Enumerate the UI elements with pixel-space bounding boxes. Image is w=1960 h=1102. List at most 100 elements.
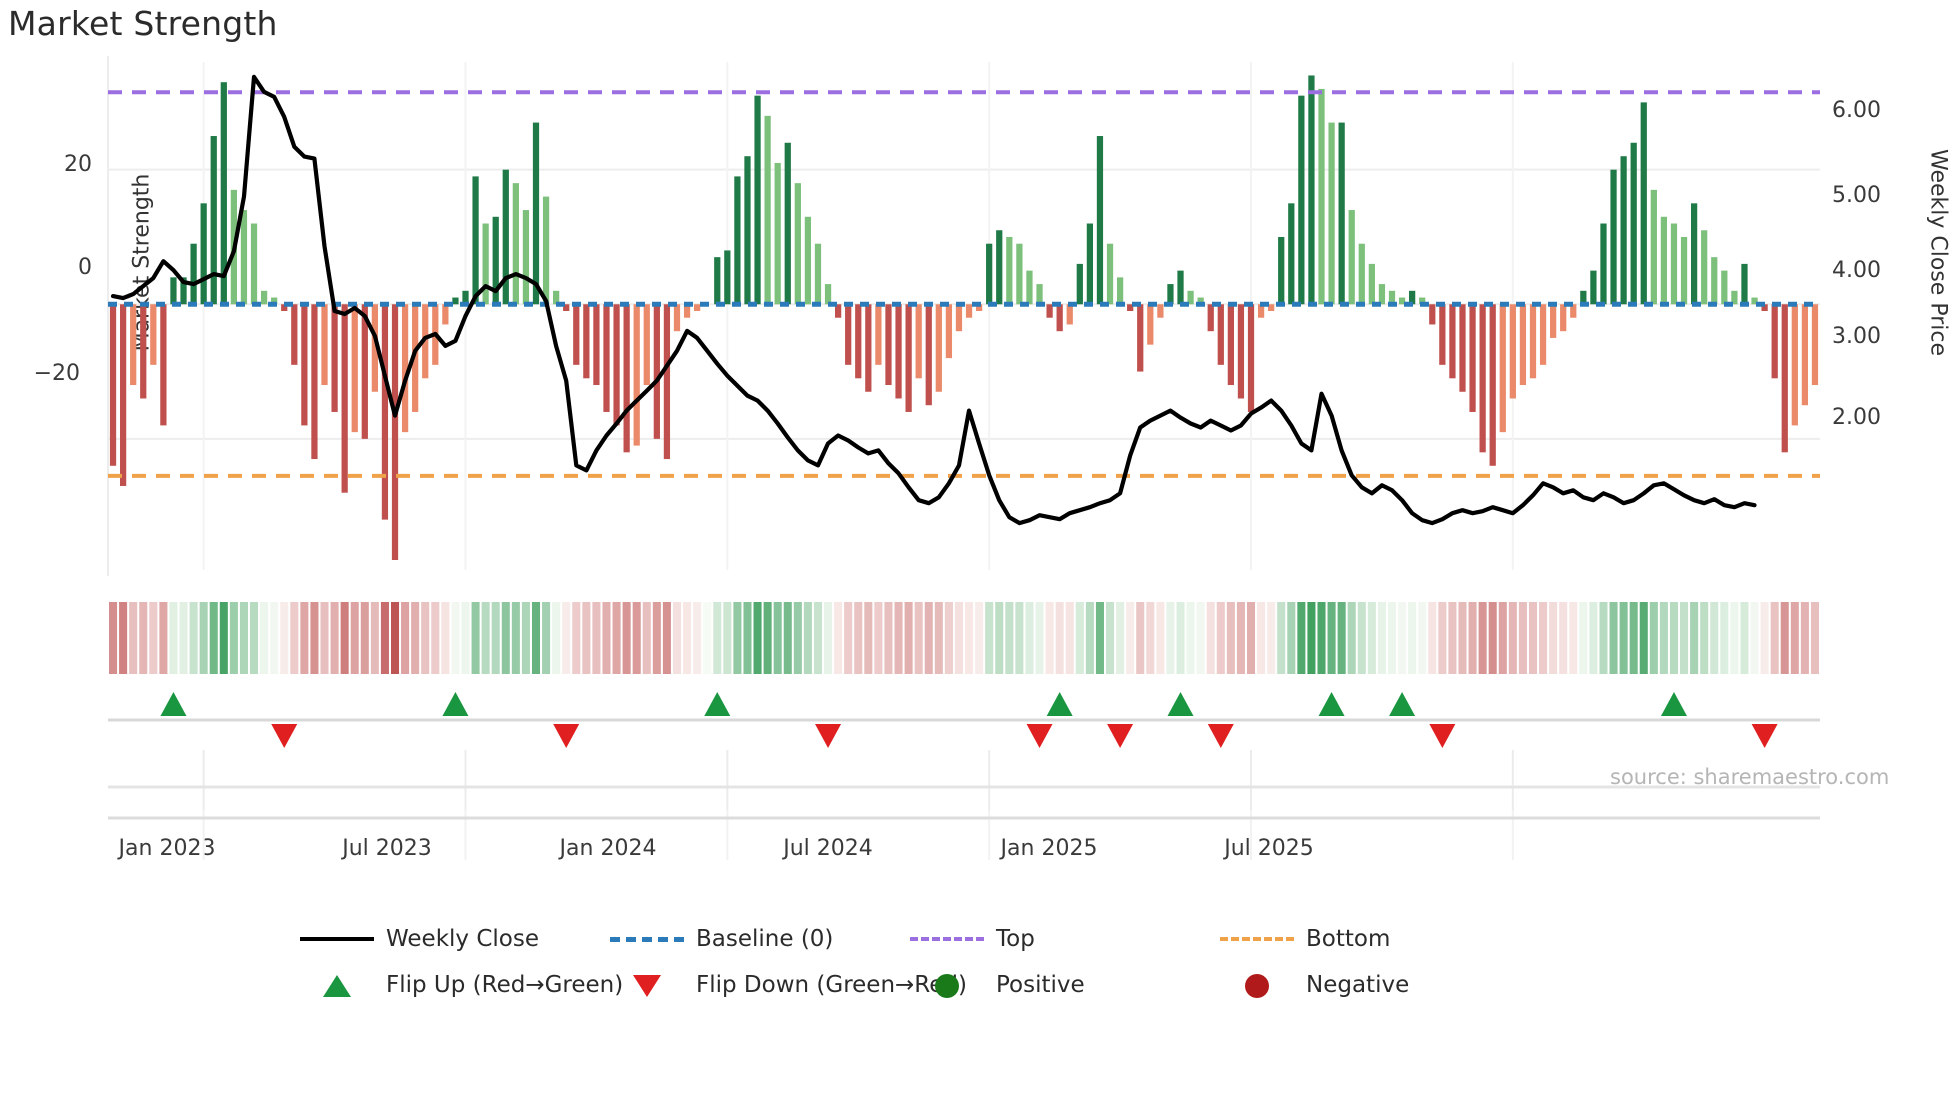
strength-bar [1187, 290, 1194, 305]
strength-bar [845, 304, 852, 365]
heatmap-cell [622, 602, 631, 674]
strength-bar [1167, 284, 1174, 305]
legend-label: Weekly Close [386, 926, 539, 952]
strength-bar [754, 95, 761, 305]
strength-bar [1328, 122, 1335, 305]
strength-bar [855, 304, 862, 379]
heatmap-cell [431, 602, 440, 674]
legend-label: Flip Up (Red→Green) [386, 972, 624, 998]
heatmap-cell [239, 602, 248, 674]
heatmap-cell [179, 602, 188, 674]
heatmap-cell [642, 602, 651, 674]
strength-bar [865, 304, 872, 392]
strength-bar [1217, 304, 1224, 365]
strength-bar [1237, 304, 1245, 399]
chart-canvas [107, 56, 1820, 860]
flip-down-marker [553, 724, 580, 748]
heatmap-cell [149, 602, 158, 674]
strength-bar [1439, 304, 1446, 365]
strength-bar [452, 297, 459, 305]
strength-bar [1026, 270, 1033, 305]
legend-item-positive[interactable]: Positive [910, 972, 1220, 998]
legend-item-weekly-close[interactable]: Weekly Close [300, 926, 610, 952]
y-tick-left-2: −20 [33, 361, 80, 386]
strength-bar [593, 304, 600, 386]
heatmap-cell [743, 602, 752, 674]
heatmap-cell [1690, 602, 1699, 674]
y-tick-left-0: 20 [64, 152, 92, 177]
strength-bar [482, 223, 489, 305]
heatmap-cell [1498, 602, 1507, 674]
strength-bar [1298, 95, 1305, 305]
strength-bar [180, 277, 187, 305]
strength-bar [1268, 304, 1275, 311]
strength-bar [1469, 304, 1476, 412]
heatmap-cell [894, 602, 903, 674]
heatmap-cell [572, 602, 581, 674]
legend-item-flip-down[interactable]: Flip Down (Green→Red) [610, 972, 967, 998]
strength-bar [462, 290, 469, 305]
strength-bar [1529, 304, 1537, 379]
heatmap-cell [1337, 602, 1346, 674]
heatmap-cell [169, 602, 178, 674]
strength-bar [1600, 223, 1607, 305]
legend-item-negative[interactable]: Negative [1220, 972, 1409, 998]
heatmap-cell [1810, 602, 1819, 674]
legend-item-bottom[interactable]: Bottom [1220, 926, 1390, 952]
strength-bar [150, 304, 157, 365]
heatmap-cell [1508, 602, 1517, 674]
heatmap-cell [1730, 602, 1739, 674]
heatmap-cell [199, 602, 208, 674]
legend-label: Positive [996, 972, 1085, 998]
strength-bar [502, 169, 509, 305]
heatmap-cell [1438, 602, 1447, 674]
strength-bar [1006, 236, 1013, 305]
heatmap-cell [491, 602, 500, 674]
heatmap-cell [1528, 602, 1538, 674]
heatmap-cell [1055, 602, 1064, 674]
heatmap-cell [1065, 602, 1074, 674]
heatmap-cell [773, 602, 782, 674]
heatmap-cell [219, 602, 228, 674]
heatmap-cell [310, 602, 319, 674]
strength-bar [542, 196, 550, 305]
heatmap-cell [1760, 602, 1769, 674]
legend-item-top[interactable]: Top [910, 926, 1220, 952]
flip-down-marker [1026, 724, 1053, 748]
heatmap-cell [340, 602, 349, 674]
strength-bar [1207, 304, 1214, 332]
heatmap-cell [1428, 602, 1437, 674]
strength-bar [1046, 304, 1053, 318]
heatmap-cell [1136, 602, 1145, 674]
strength-bar [905, 304, 912, 412]
heatmap-cell [874, 602, 883, 674]
strength-bar [1338, 122, 1345, 305]
strength-bar [1398, 297, 1406, 305]
strength-bar [240, 210, 248, 305]
strength-bar [583, 304, 590, 379]
strength-bar [1116, 277, 1124, 305]
legend-row-1: Weekly Close Baseline (0) Top Bottom [300, 920, 1700, 958]
strength-bar [1157, 304, 1164, 318]
strength-bar [1509, 304, 1516, 399]
strength-bar [1409, 290, 1416, 305]
strength-bar [321, 304, 328, 386]
strength-bar [210, 136, 217, 305]
heatmap-cell [813, 602, 823, 674]
heatmap-cell [1780, 602, 1789, 674]
legend-item-flip-up[interactable]: Flip Up (Red→Green) [300, 972, 623, 998]
heatmap-cell [109, 602, 118, 674]
heatmap-cell [1458, 602, 1467, 674]
strength-bar [1560, 304, 1567, 332]
strength-bar [764, 115, 771, 305]
strength-bar [1348, 210, 1355, 305]
strength-bar [623, 304, 630, 453]
strength-bar [512, 183, 519, 305]
x-tick-0: Jan 2023 [118, 836, 216, 861]
heatmap-cell [1146, 602, 1155, 674]
strength-bar [1690, 203, 1698, 305]
legend-item-baseline[interactable]: Baseline (0) [610, 926, 910, 952]
strength-bar [1711, 257, 1718, 305]
heatmap-cell [1166, 602, 1175, 674]
strength-bar [532, 122, 540, 305]
